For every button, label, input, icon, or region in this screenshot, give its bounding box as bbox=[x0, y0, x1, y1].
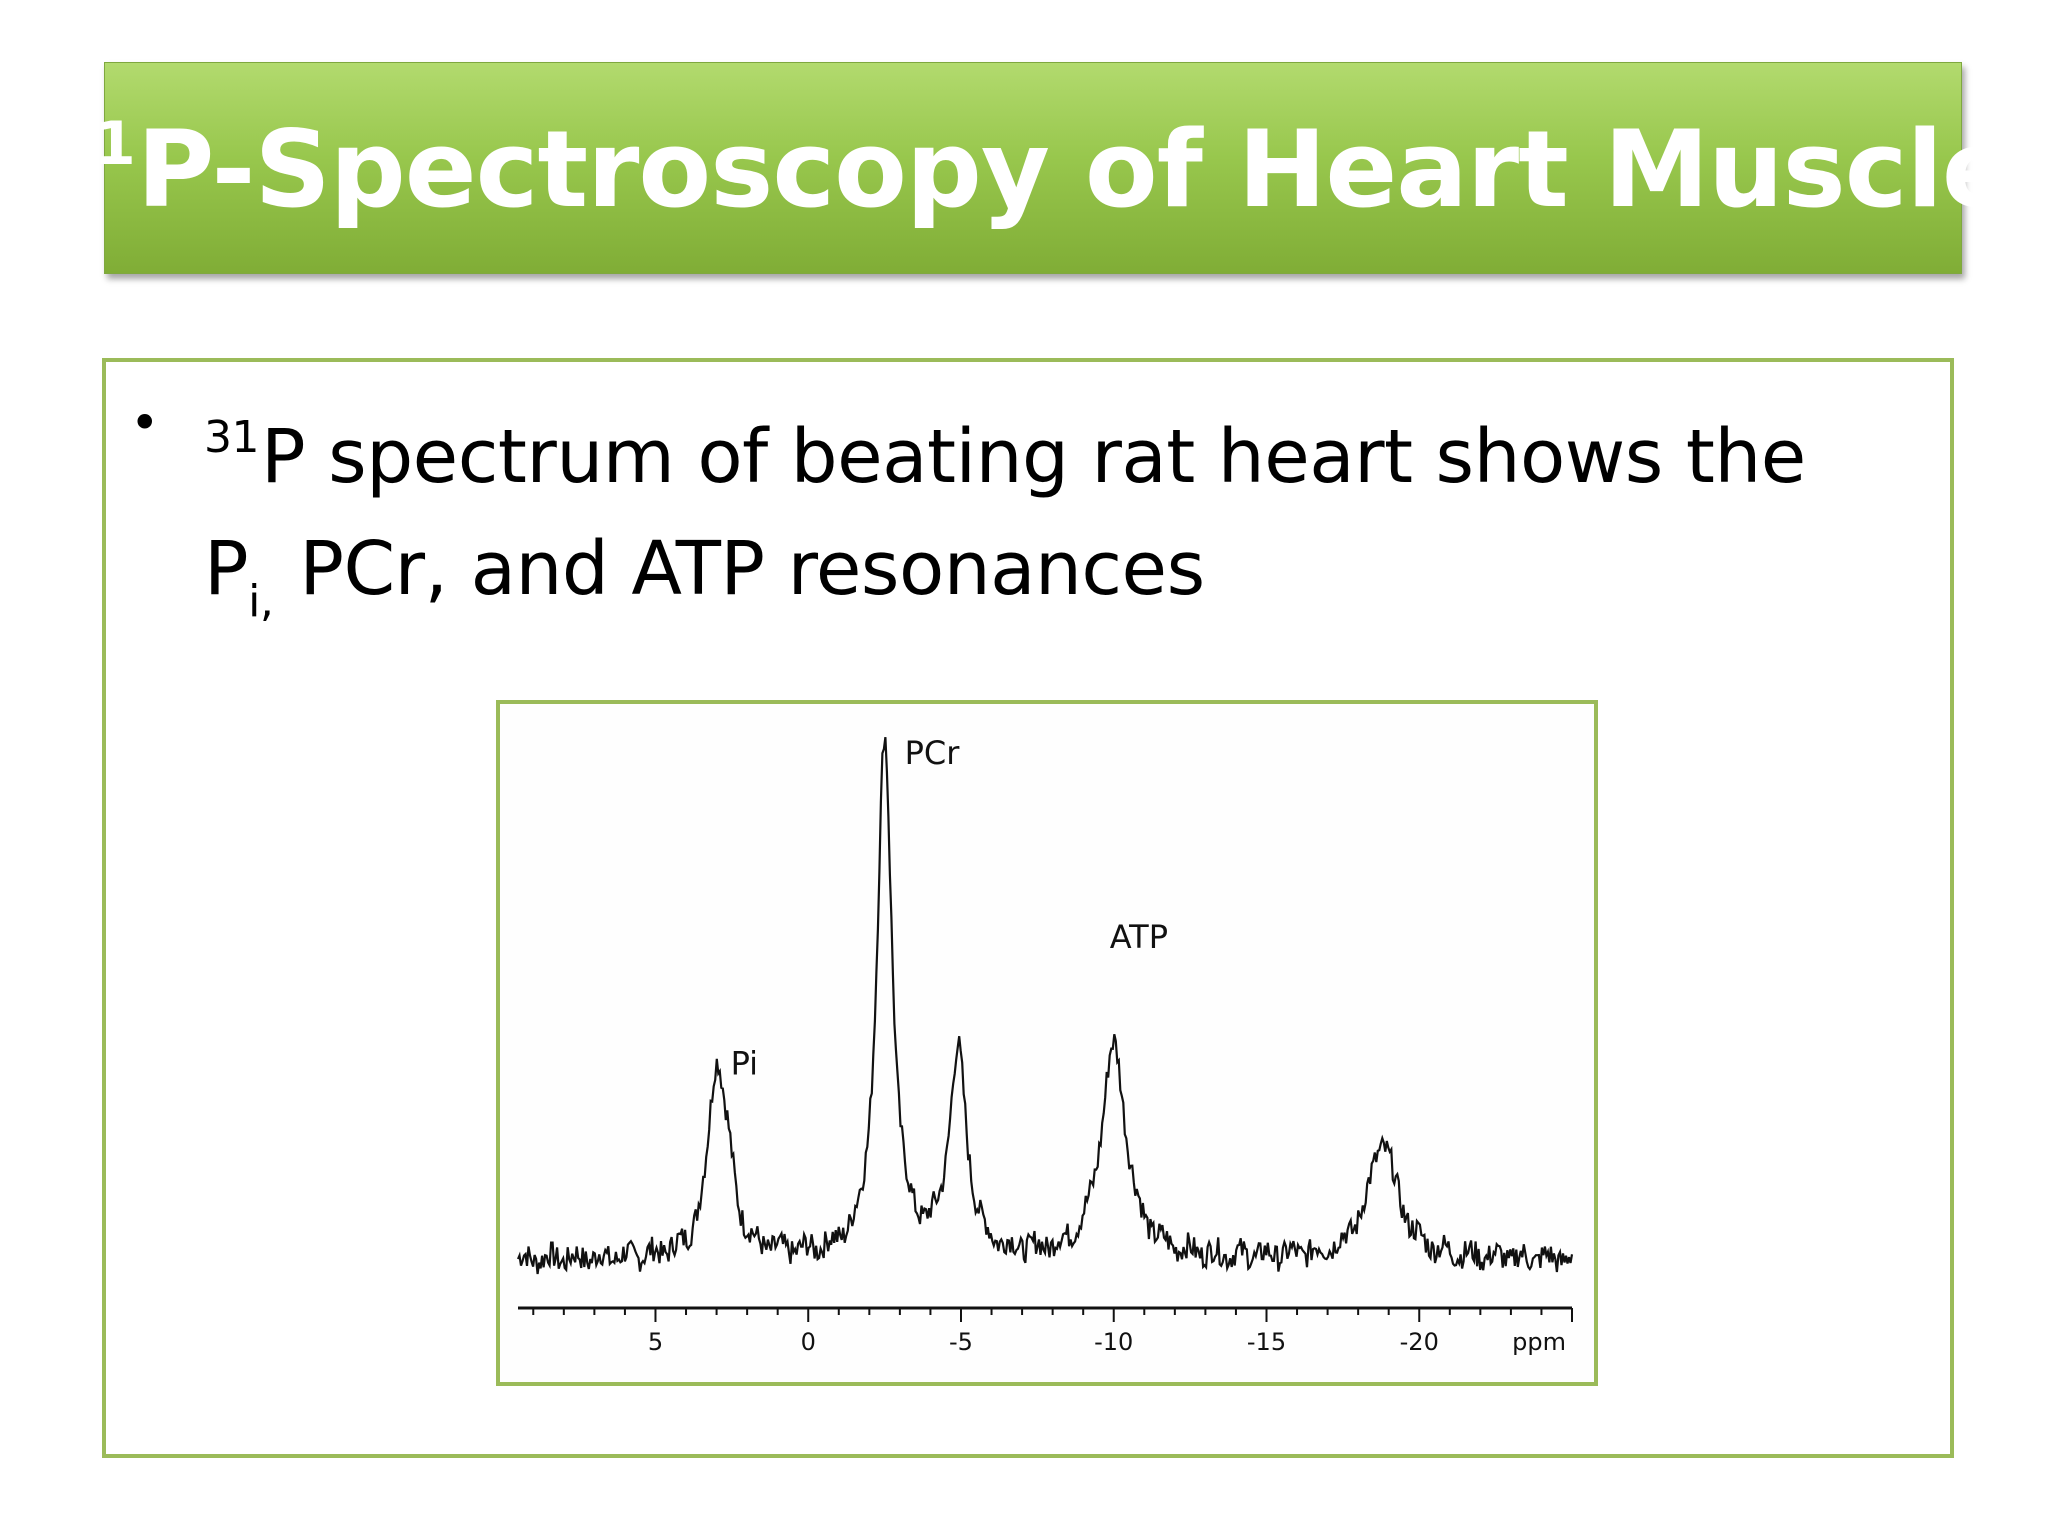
x-tick-label: 5 bbox=[648, 1328, 663, 1356]
peak-label-pi: Pi bbox=[731, 1045, 758, 1083]
x-axis-unit-label: ppm bbox=[1512, 1328, 1566, 1356]
x-tick-label: 0 bbox=[801, 1328, 816, 1356]
bullet-superscript: 31 bbox=[204, 412, 260, 463]
peak-label-atp: ATP bbox=[1110, 918, 1168, 956]
bullet-subscript: i, bbox=[248, 576, 274, 627]
spectrum-trace bbox=[516, 737, 1574, 1275]
x-tick-label: -10 bbox=[1094, 1328, 1133, 1356]
title-bar: 31P-Spectroscopy of Heart Muscle bbox=[53, 62, 2014, 274]
x-tick-label: -5 bbox=[949, 1328, 973, 1356]
bullet-p: P bbox=[204, 526, 249, 612]
content-box: • 31P spectrum of beating rat heart show… bbox=[102, 358, 1954, 1458]
title-superscript: 31 bbox=[53, 108, 135, 179]
bullet-line-2: PCr, and ATP resonances bbox=[299, 526, 1205, 612]
title-main-text: P-Spectroscopy of Heart Muscle bbox=[136, 107, 2014, 231]
x-tick-label: -15 bbox=[1247, 1328, 1286, 1356]
bullet-marker: • bbox=[130, 394, 160, 452]
spectrum-chart: 5 0 -5 -10 -15 -20 ppm Pi PCr ATP bbox=[516, 734, 1574, 1356]
bullet-line-1: P spectrum of beating rat heart shows th… bbox=[261, 414, 1806, 500]
peak-label-pcr: PCr bbox=[905, 734, 961, 772]
slide-title: 31P-Spectroscopy of Heart Muscle bbox=[53, 114, 2014, 223]
spectrum-figure: 5 0 -5 -10 -15 -20 ppm Pi PCr ATP bbox=[496, 700, 1598, 1386]
bullet-text: 31P spectrum of beating rat heart shows … bbox=[204, 382, 1904, 658]
x-tick-label: -20 bbox=[1400, 1328, 1439, 1356]
